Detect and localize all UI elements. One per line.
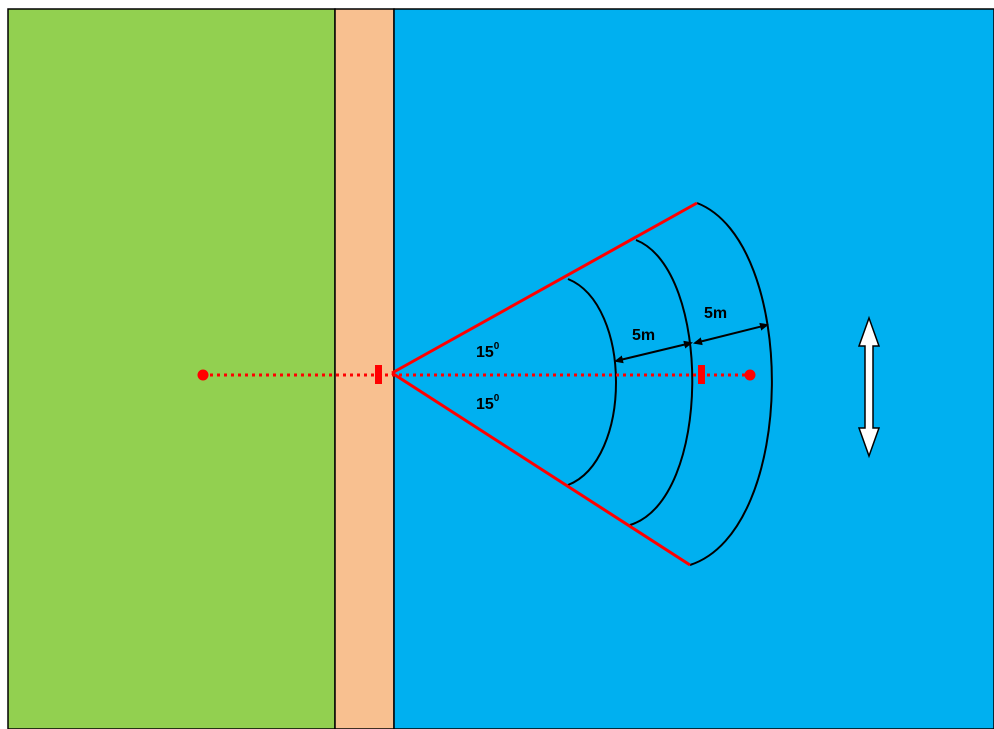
lower-angle-value: 15 — [476, 396, 494, 413]
upper-angle-degree: 0 — [494, 341, 500, 352]
station-marker-bank — [375, 365, 382, 384]
center-line-end-dot — [744, 369, 756, 381]
fan-upper-line — [391, 201, 698, 375]
fan-lower-line — [391, 371, 691, 567]
flow-direction-arrow-icon — [857, 315, 881, 459]
upper-angle-value: 15 — [476, 344, 494, 361]
arc-outer — [689, 202, 773, 566]
arc-inner — [567, 278, 617, 486]
spacing-arrow-inner — [614, 340, 693, 364]
spacing-arrow-outer — [693, 322, 769, 346]
inner-spacing-label: 5m — [632, 327, 655, 344]
station-marker-water — [698, 365, 705, 384]
land-area — [7, 8, 336, 729]
lower-angle-label: 150 — [476, 393, 500, 413]
arc-middle — [629, 239, 694, 526]
water-area — [393, 8, 994, 729]
outer-spacing-label: 5m — [704, 305, 727, 322]
center-line-start-dot — [197, 369, 209, 381]
riverbank-strip — [334, 8, 395, 729]
upper-angle-label: 150 — [476, 341, 500, 361]
lower-angle-degree: 0 — [494, 393, 500, 404]
